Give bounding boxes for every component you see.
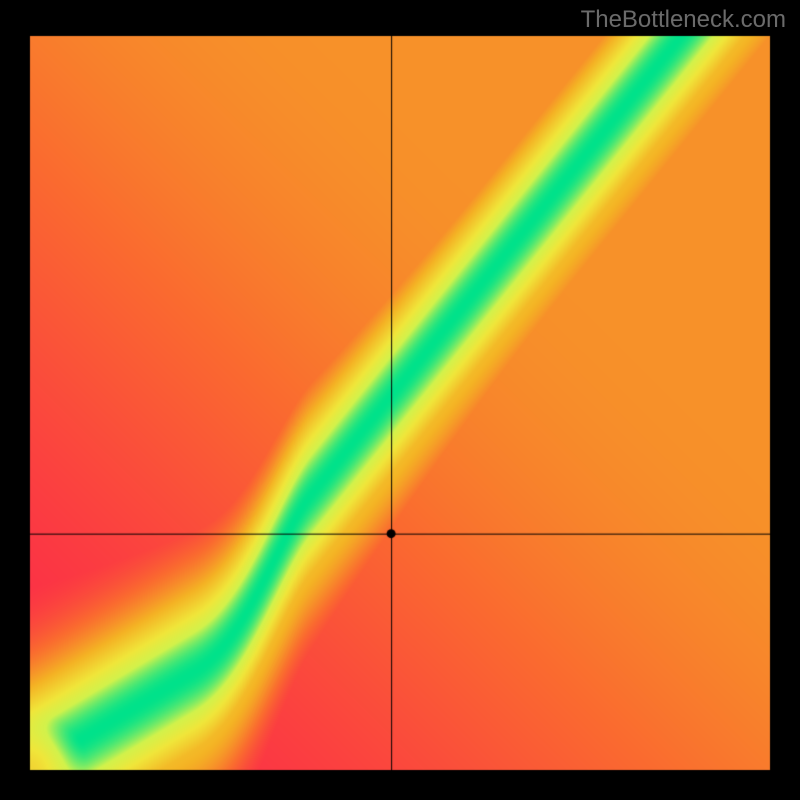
watermark-text: TheBottleneck.com — [581, 6, 786, 34]
bottleneck-heatmap — [0, 0, 800, 800]
